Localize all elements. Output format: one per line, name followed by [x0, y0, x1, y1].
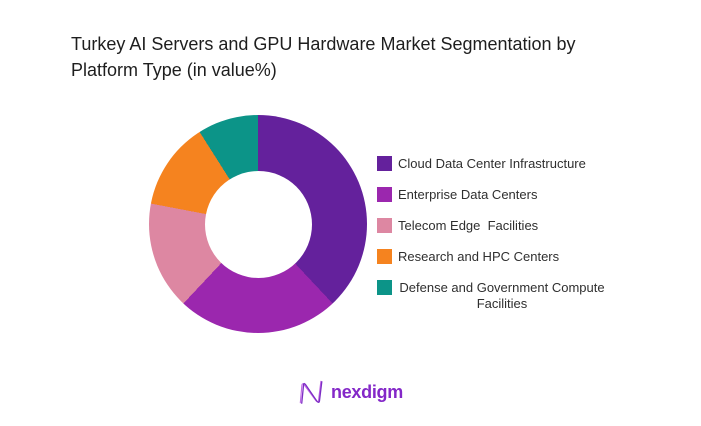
donut-hole	[204, 170, 312, 278]
legend-label: Telecom Edge Facilities	[398, 218, 539, 233]
legend-swatch	[377, 156, 392, 171]
legend-label: Defense and Government Compute Facilitie…	[399, 280, 605, 311]
legend-label: Enterprise Data Centers	[398, 187, 538, 202]
legend-swatch	[377, 280, 392, 295]
legend-item: Defense and Government Compute Facilitie…	[377, 280, 606, 312]
legend-label: Research and HPC Centers	[398, 249, 560, 264]
legend-item: Telecom Edge Facilities	[377, 218, 606, 234]
legend-swatch	[377, 249, 392, 264]
legend-item: Enterprise Data Centers	[377, 187, 606, 203]
nexdigm-logo-text: nexdigm	[331, 381, 403, 402]
chart-title: Turkey AI Servers and GPU Hardware Marke…	[71, 34, 576, 80]
legend: Cloud Data Center Infrastructure Enterpri…	[377, 156, 606, 312]
nexdigm-n-wave-icon	[299, 380, 323, 404]
legend-item: Cloud Data Center Infrastructure	[377, 156, 606, 172]
nexdigm-logo: nexdigm	[0, 376, 701, 408]
legend-swatch	[377, 218, 392, 233]
legend-label: Cloud Data Center Infrastructure	[398, 156, 586, 171]
donut-chart	[149, 115, 367, 333]
legend-swatch	[377, 187, 392, 202]
legend-item: Research and HPC Centers	[377, 249, 606, 265]
